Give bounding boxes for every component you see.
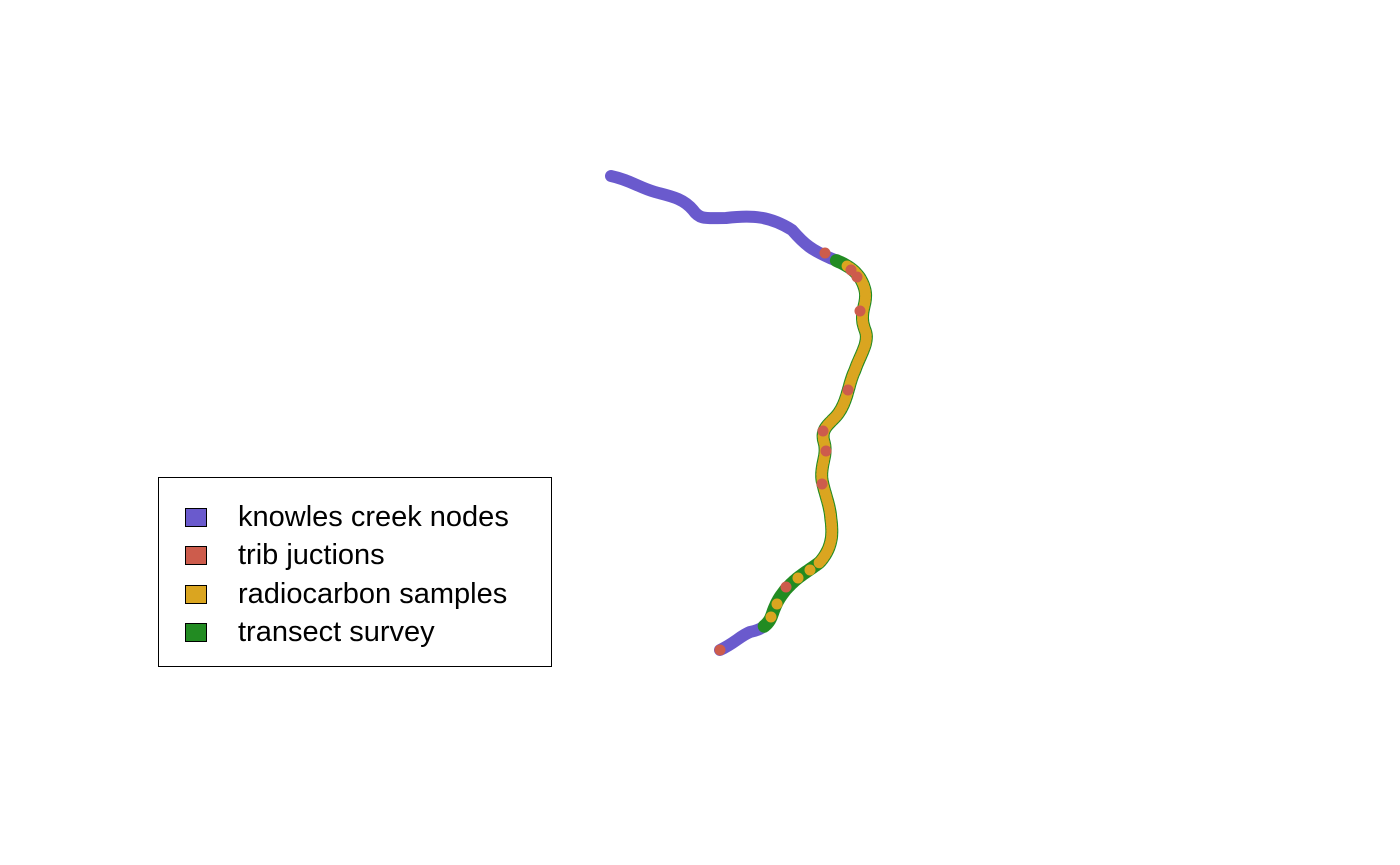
legend-item-radiocarbon: radiocarbon samples [159,575,551,614]
legend-swatch-radiocarbon [185,584,207,604]
radiocarbon-sample-point [765,611,777,623]
legend-label-transect: transect survey [238,616,435,649]
trib-junction-point [819,247,831,259]
map-legend: knowles creek nodes trib juctions radioc… [158,477,552,667]
trib-junction-point [842,384,854,396]
trib-junction-point [854,305,866,317]
trib-junction-point [851,271,863,283]
legend-label-nodes: knowles creek nodes [238,500,509,533]
trib-junction-point [817,425,829,437]
legend-item-transect: transect survey [159,614,551,653]
trib-junction-point [714,644,726,656]
legend-swatch-nodes [185,507,207,527]
legend-label-junctions: trib juctions [238,539,385,572]
legend-label-radiocarbon: radiocarbon samples [238,577,508,610]
legend-swatch-transect [185,623,207,643]
trib-junctions-layer [714,247,866,656]
trib-junction-point [820,445,832,457]
radiocarbon-samples-layer [765,260,872,623]
legend-swatch-junctions [185,546,207,566]
knowles-creek-nodes-line [605,170,873,656]
radiocarbon-sample-point [804,564,816,576]
radiocarbon-sample-point [792,572,804,584]
radiocarbon-sample-point [771,598,783,610]
radiocarbon-sample-point [813,557,825,569]
stream-network [605,170,873,656]
trib-junction-point [816,478,828,490]
legend-item-nodes: knowles creek nodes [159,498,551,537]
trib-junction-point [780,581,792,593]
legend-item-junctions: trib juctions [159,537,551,576]
